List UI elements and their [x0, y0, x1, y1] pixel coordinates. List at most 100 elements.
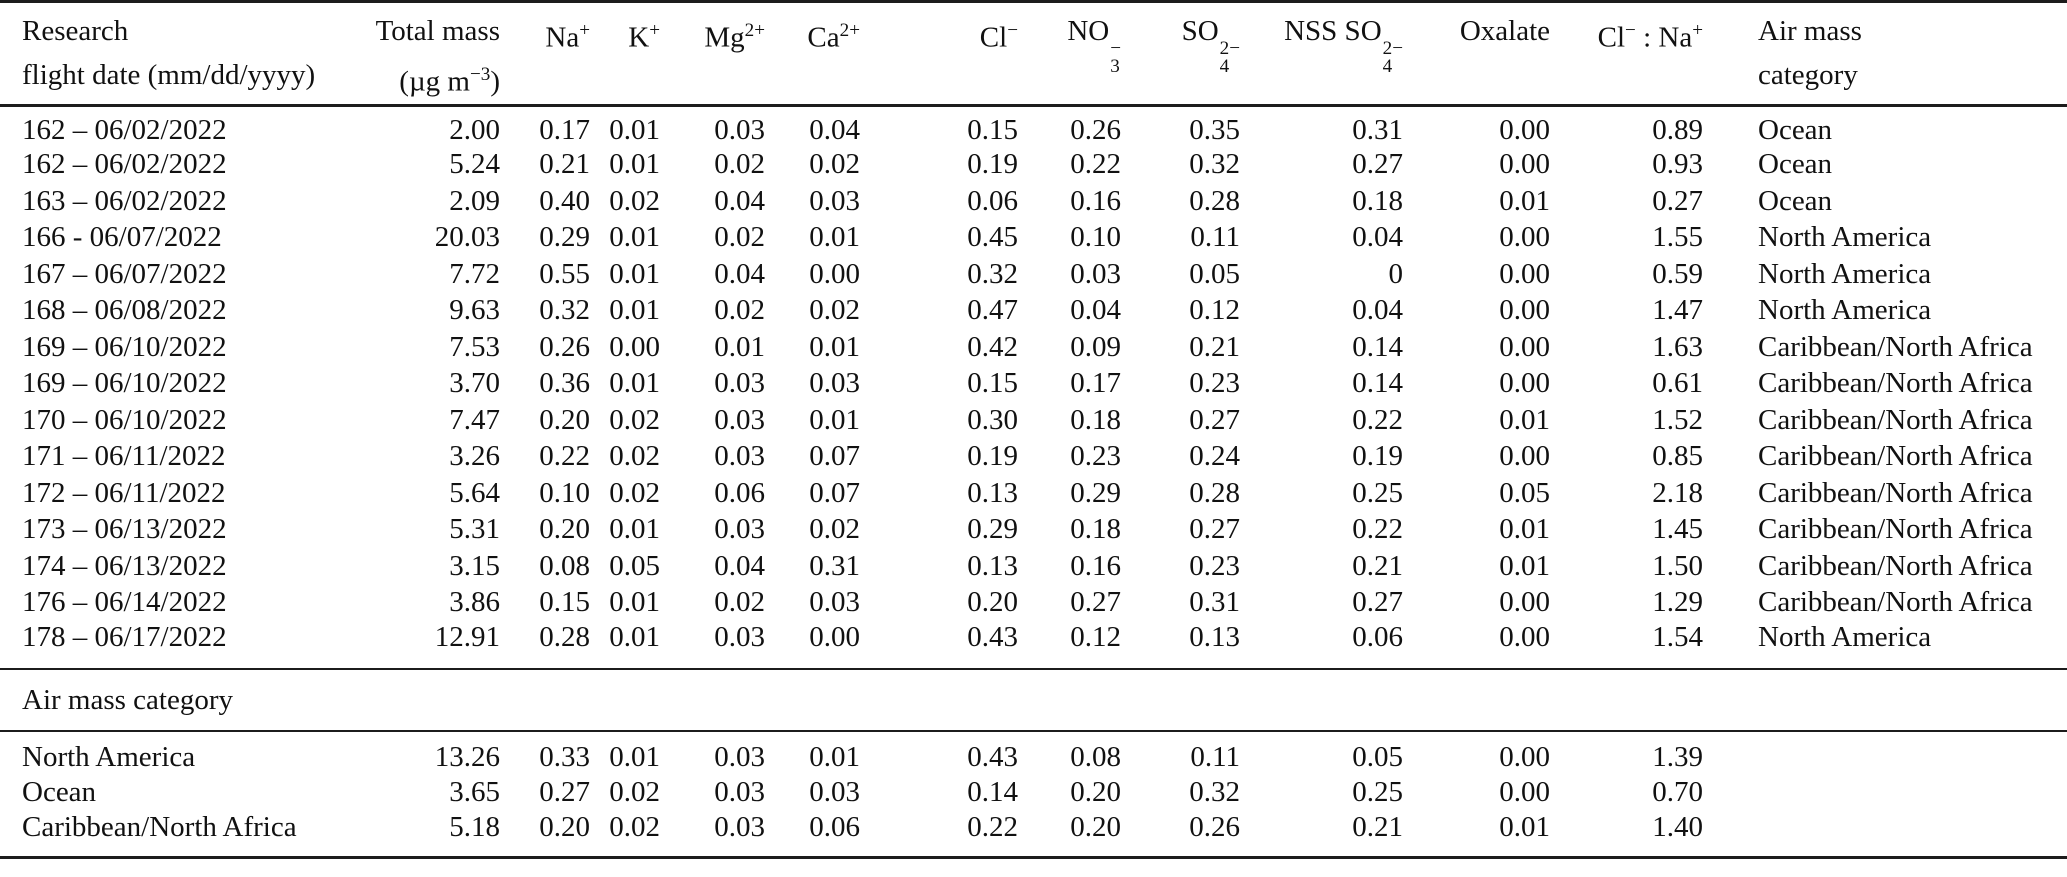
cl-na-ratio-cell: 0.85 — [1652, 440, 1703, 473]
air-mass-cell: Caribbean/North Africa — [1758, 549, 2033, 582]
cl-na-ratio-cell: 1.29 — [1652, 586, 1703, 619]
k-cell: 0.01 — [609, 257, 660, 290]
mg-cell: 0.03 — [714, 741, 765, 774]
oxalate-cell: 0.00 — [1499, 621, 1550, 654]
nss-so4-cell: 0.25 — [1352, 476, 1403, 509]
flight-date-cell: 172 – 06/11/2022 — [22, 476, 226, 509]
flight-date-cell: 170 – 06/10/2022 — [22, 403, 227, 436]
mg-cell: 0.04 — [714, 184, 765, 217]
air-mass-cell: North America — [1758, 294, 1932, 327]
oxalate-cell: 0.00 — [1499, 440, 1550, 473]
k-cell: 0.02 — [609, 810, 660, 843]
na-cell: 0.21 — [539, 148, 590, 181]
oxalate-cell: 0.05 — [1499, 476, 1550, 509]
k-cell: 0.01 — [609, 148, 660, 181]
oxalate-cell: 0.00 — [1499, 294, 1550, 327]
so4-cell: 0.28 — [1189, 184, 1240, 217]
cl-cell: 0.45 — [967, 221, 1018, 254]
flight-date-cell: Caribbean/North Africa — [22, 810, 297, 843]
flight-row: 170 – 06/10/2022 7.47 0.20 0.02 0.03 0.01 0.30… — [0, 402, 2067, 439]
cl-cell: 0.14 — [967, 775, 1018, 808]
ca-cell: 0.02 — [809, 294, 860, 327]
cl-na-ratio-cell: 1.45 — [1652, 513, 1703, 546]
mg-cell: 0.03 — [714, 367, 765, 400]
flight-date-cell: 163 – 06/02/2022 — [22, 184, 227, 217]
flight-row: 174 – 06/13/2022 3.15 0.08 0.05 0.04 0.31 0.13… — [0, 548, 2067, 585]
no3-cell: 0.17 — [1070, 367, 1121, 400]
col-header-air-mass: Air mass category — [1758, 15, 1862, 91]
air-mass-cell — [1703, 811, 2067, 858]
flight-row: 172 – 06/11/2022 5.64 0.10 0.02 0.06 0.07 0.13… — [0, 475, 2067, 512]
flight-date-cell: 174 – 06/13/2022 — [22, 549, 227, 582]
mg-cell: 0.04 — [714, 549, 765, 582]
cl-cell: 0.20 — [967, 586, 1018, 619]
nss-so4-cell: 0.31 — [1352, 113, 1403, 146]
oxalate-cell: 0.01 — [1499, 184, 1550, 217]
col-header-nss-so4: NSS SO 2− 4 — [1284, 15, 1403, 77]
so4-cell: 0.27 — [1189, 403, 1240, 436]
flight-date-cell: 178 – 06/17/2022 — [22, 621, 227, 654]
flight-row: 171 – 06/11/2022 3.26 0.22 0.02 0.03 0.07 0.19… — [0, 439, 2067, 476]
mg-cell: 0.03 — [714, 113, 765, 146]
na-cell: 0.33 — [539, 741, 590, 774]
so4-cell: 0.32 — [1189, 775, 1240, 808]
air-mass-cell: Caribbean/North Africa — [1758, 476, 2033, 509]
total-mass-cell: 13.26 — [434, 741, 500, 774]
ca-cell: 0.07 — [809, 440, 860, 473]
nss-so4-cell: 0.22 — [1352, 513, 1403, 546]
no3-cell: 0.18 — [1070, 403, 1121, 436]
mg-cell: 0.02 — [714, 221, 765, 254]
k-cell: 0.01 — [609, 741, 660, 774]
cl-na-ratio-cell: 1.39 — [1652, 741, 1703, 774]
nss-so4-cell: 0.05 — [1352, 741, 1403, 774]
ca-cell: 0.03 — [809, 775, 860, 808]
flight-row: 167 – 06/07/2022 7.72 0.55 0.01 0.04 0.00 0.32… — [0, 256, 2067, 293]
so4-cell: 0.35 — [1189, 113, 1240, 146]
oxalate-cell: 0.00 — [1499, 113, 1550, 146]
flight-date-cell: 171 – 06/11/2022 — [22, 440, 226, 473]
cl-na-ratio-cell: 0.61 — [1652, 367, 1703, 400]
so4-cell: 0.11 — [1190, 221, 1240, 254]
oxalate-cell: 0.00 — [1499, 148, 1550, 181]
nss-so4-cell: 0.25 — [1352, 775, 1403, 808]
na-cell: 0.20 — [539, 810, 590, 843]
section-header: Air mass category — [22, 683, 233, 716]
cl-cell: 0.13 — [967, 476, 1018, 509]
na-cell: 0.17 — [539, 113, 590, 146]
no3-cell: 0.12 — [1070, 621, 1121, 654]
cl-cell: 0.43 — [967, 741, 1018, 774]
total-mass-cell: 2.00 — [449, 113, 500, 146]
flight-date-cell: 169 – 06/10/2022 — [22, 330, 227, 363]
k-cell: 0.01 — [609, 513, 660, 546]
cl-cell: 0.19 — [967, 440, 1018, 473]
air-mass-cell: North America — [1758, 621, 1932, 654]
k-cell: 0.01 — [609, 113, 660, 146]
air-mass-cell: North America — [1758, 221, 1932, 254]
no3-cell: 0.16 — [1070, 549, 1121, 582]
na-cell: 0.32 — [539, 294, 590, 327]
mg-cell: 0.03 — [714, 403, 765, 436]
na-cell: 0.15 — [539, 586, 590, 619]
ca-cell: 0.03 — [809, 184, 860, 217]
na-cell: 0.22 — [539, 440, 590, 473]
no3-cell: 0.26 — [1070, 113, 1121, 146]
total-mass-cell: 20.03 — [434, 221, 500, 254]
total-mass-cell: 3.70 — [449, 367, 500, 400]
air-mass-cell — [1703, 774, 2067, 811]
so4-cell: 0.11 — [1190, 741, 1240, 774]
so4-cell: 0.27 — [1189, 513, 1240, 546]
col-header-k: K+ — [628, 20, 660, 54]
so4-cell: 0.32 — [1189, 148, 1240, 181]
nss-so4-cell: 0.04 — [1352, 221, 1403, 254]
air-mass-cell: Caribbean/North Africa — [1758, 367, 2033, 400]
total-mass-cell: 2.09 — [449, 184, 500, 217]
ca-cell: 0.01 — [809, 403, 860, 436]
air-mass-cell: Caribbean/North Africa — [1758, 513, 2033, 546]
nss-so4-cell: 0.14 — [1352, 367, 1403, 400]
oxalate-cell: 0.00 — [1499, 741, 1550, 774]
col-header-cl: Cl− — [979, 20, 1018, 54]
col-header-no3: NO −3 — [1067, 15, 1121, 77]
flight-date-cell: Ocean — [22, 775, 97, 808]
air-mass-cell: Ocean — [1758, 148, 1833, 181]
oxalate-cell: 0.00 — [1499, 367, 1550, 400]
